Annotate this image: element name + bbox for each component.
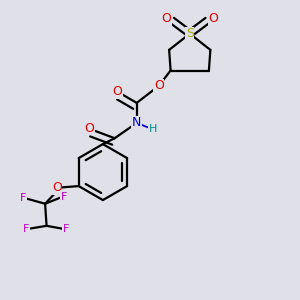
Text: F: F	[61, 192, 68, 202]
Text: F: F	[23, 224, 29, 234]
Text: N: N	[132, 116, 141, 129]
Text: O: O	[113, 85, 122, 98]
Text: F: F	[62, 224, 69, 234]
Text: F: F	[20, 194, 26, 203]
Text: O: O	[52, 181, 62, 194]
Text: O: O	[85, 122, 94, 135]
Text: O: O	[154, 79, 164, 92]
Text: O: O	[208, 13, 218, 26]
Text: S: S	[186, 27, 194, 40]
Text: H: H	[149, 124, 157, 134]
Text: O: O	[161, 13, 171, 26]
